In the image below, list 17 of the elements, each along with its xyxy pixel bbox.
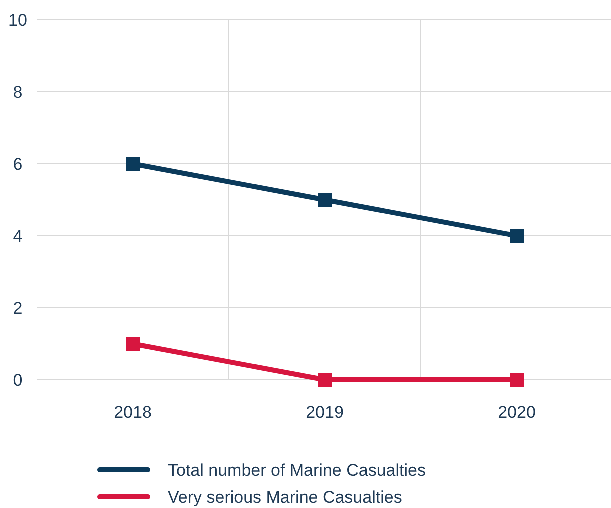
x-tick-label: 2019 [306,403,344,422]
y-tick-label: 2 [13,298,23,318]
point [318,193,332,207]
y-tick-label: 10 [8,10,28,30]
point [126,157,140,171]
point [126,337,140,351]
y-tick-label: 0 [13,370,23,390]
y-tick-label: 8 [13,82,23,102]
x-tick-label: 2020 [498,403,536,422]
legend-label: Total number of Marine Casualties [168,460,426,480]
point [318,373,332,387]
y-tick-label: 4 [13,226,23,246]
point [510,373,524,387]
x-tick-label: 2018 [114,403,152,422]
y-tick-label: 6 [13,154,23,174]
legend-label: Very serious Marine Casualties [168,488,402,507]
point [510,229,524,243]
